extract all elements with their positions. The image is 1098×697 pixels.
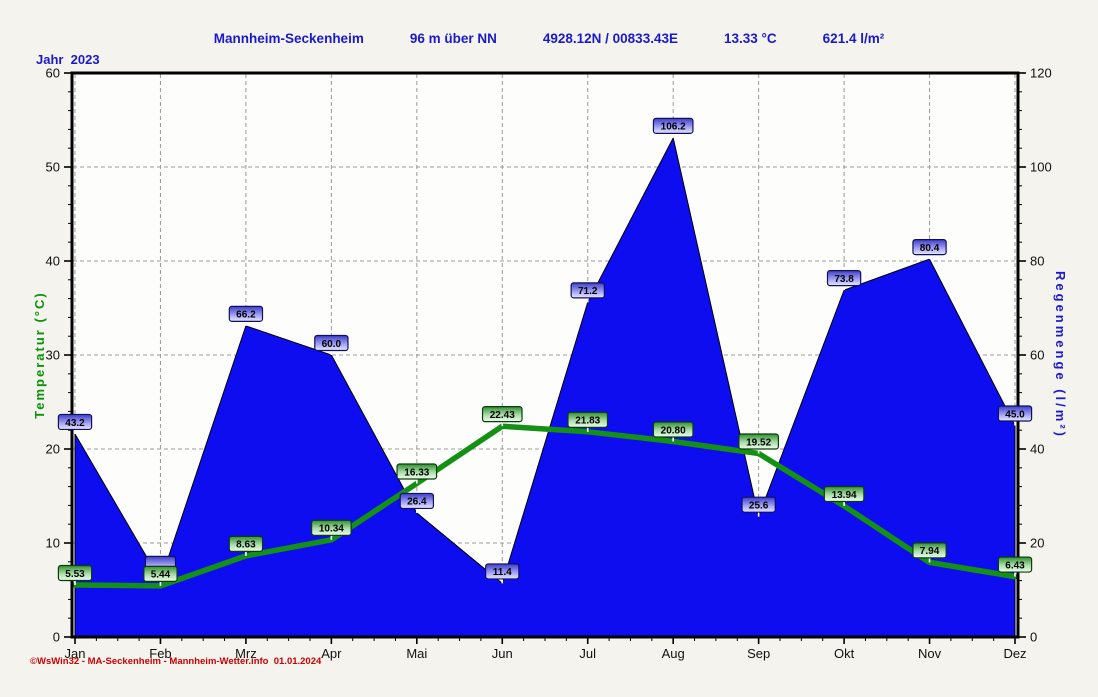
rain-value-label — [228, 305, 264, 322]
rain-value-label — [485, 563, 520, 580]
right-axis-tick-label: 40 — [1030, 442, 1044, 457]
rain-value-label — [652, 117, 694, 134]
temperature-value-label — [57, 564, 93, 582]
temperature-value-label-text: 8.63 — [236, 540, 256, 551]
right-axis-tick-label: 0 — [1030, 630, 1037, 645]
rain-value-label — [570, 282, 605, 299]
rain-value-label-text: 80.4 — [920, 243, 940, 254]
month-label-jan: Jan — [65, 646, 86, 661]
rain-value-label-text: 73.8 — [834, 274, 854, 285]
right-axis-tick-label: 20 — [1030, 536, 1044, 551]
temperature-value-label — [912, 542, 947, 559]
station-coordinates: 4928.12N / 00833.43E — [542, 31, 678, 46]
month-label-nov: Nov — [918, 646, 942, 661]
temperature-value-label — [481, 406, 523, 423]
temperature-value-label — [311, 519, 352, 536]
rain-value-label — [997, 405, 1033, 422]
temperature-value-label-text: 7.94 — [920, 546, 940, 557]
month-label-aug: Aug — [662, 646, 685, 661]
temperature-value-label — [652, 421, 694, 438]
temperature-value-label — [823, 485, 865, 503]
temperature-value-label-text: 20.80 — [661, 425, 686, 436]
chart-title: Mannheim-Seckenheim 96 m über NN 4928.12… — [0, 31, 1098, 46]
month-label-mai: Mai — [406, 646, 427, 661]
right-axis-tick-label: 100 — [1030, 160, 1052, 175]
rain-value-label-text: 25.6 — [749, 500, 769, 511]
month-label-sep: Sep — [747, 646, 770, 661]
temperature-value-label — [228, 535, 264, 552]
month-label-mrz: Mrz — [235, 646, 257, 661]
rain-value-label — [912, 239, 947, 256]
rain-value-label-text: 66.2 — [236, 310, 256, 321]
rain-area — [74, 136, 1016, 638]
left-axis-tick-label: 10 — [46, 536, 60, 551]
temperature-value-label-text: 22.43 — [490, 410, 515, 421]
rain-value-label — [57, 413, 93, 431]
temperature-line — [72, 423, 1018, 589]
right-axis-tick-label: 80 — [1030, 254, 1044, 269]
temperature-value-label — [143, 565, 178, 582]
temperature-value-label — [567, 411, 609, 428]
month-label-jul: Jul — [579, 646, 596, 661]
rain-value-label-text: 26.4 — [407, 497, 427, 508]
left-axis-tick-label: 60 — [46, 66, 60, 81]
rain-value-label — [826, 270, 862, 287]
rain-value-label-text: 43.2 — [65, 418, 85, 429]
rain-value-label — [741, 496, 776, 513]
rain-value-label-text: 106.2 — [661, 122, 686, 133]
rain-value-label — [399, 492, 435, 510]
rain-value-label-text: 71.2 — [578, 286, 598, 297]
temperature-value-label-text: 5.53 — [65, 569, 85, 580]
temperature-value-label-text: 5.44 — [151, 570, 171, 581]
annual-rainfall: 621.4 l/m² — [822, 31, 885, 46]
temperature-value-label-text: 10.34 — [319, 524, 344, 535]
month-label-feb: Feb — [149, 646, 171, 661]
annual-mean-temperature: 13.33 °C — [723, 31, 777, 46]
temperature-value-label-text: 16.33 — [404, 467, 429, 478]
left-axis-tick-label: 30 — [46, 348, 60, 363]
temperature-value-label — [396, 463, 438, 480]
left-axis-tick-label: 50 — [46, 160, 60, 175]
month-label-dez: Dez — [1003, 646, 1026, 661]
rain-value-label — [314, 334, 349, 352]
temperature-value-label — [997, 556, 1033, 573]
station-name: Mannheim-Seckenheim — [213, 31, 364, 46]
right-axis-title: Regenmenge (l/m²) — [1053, 271, 1068, 439]
rain-value-label-text: 60.0 — [322, 339, 342, 350]
right-axis-tick-label: 120 — [1030, 66, 1052, 81]
left-axis-title: Temperatur (°C) — [32, 291, 47, 418]
rain-value-label-text: 45.0 — [1005, 409, 1025, 420]
left-axis-tick-label: 40 — [46, 254, 60, 269]
month-label-okt: Okt — [834, 646, 855, 661]
temperature-value-label — [738, 433, 779, 450]
month-label-jun: Jun — [492, 646, 513, 661]
station-elevation: 96 m über NN — [409, 31, 497, 46]
temperature-value-label-text: 13.94 — [832, 490, 857, 501]
temperature-value-label-text: 19.52 — [746, 437, 771, 448]
left-axis-tick-label: 20 — [46, 442, 60, 457]
rain-value-label-text: 11.4 — [493, 567, 512, 578]
temperature-value-label-text: 21.83 — [575, 416, 600, 427]
left-axis-tick-label: 0 — [53, 630, 60, 645]
right-axis-tick-label: 60 — [1030, 348, 1044, 363]
month-label-apr: Apr — [321, 646, 342, 661]
copyright-text: ©WsWin32 - MA-Seckenheim - Mannheim-Wett… — [30, 656, 322, 667]
year-label: Jahr 2023 — [36, 52, 100, 67]
temperature-value-label-text: 6.43 — [1005, 560, 1025, 571]
